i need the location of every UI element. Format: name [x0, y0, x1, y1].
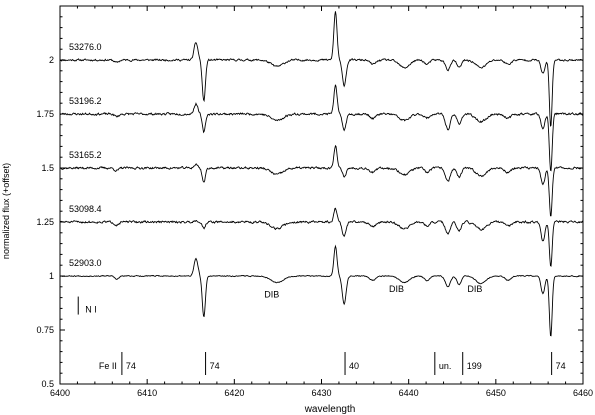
spectrum-line — [59, 11, 584, 127]
x-tick-label: 6400 — [50, 388, 70, 398]
y-tick-label: 0.5 — [41, 379, 54, 389]
line-id-label: 74 — [556, 361, 566, 371]
series-label: 52903.0 — [69, 258, 102, 268]
annotation-label: DIB — [467, 284, 482, 294]
y-tick-label: 1.75 — [36, 109, 54, 119]
annotations-group: DIB DIB DIB N I 74 Fe II 74 40 un. 199 74 — [77, 284, 566, 375]
line-id-label: 199 — [467, 361, 482, 371]
annotation-label: DIB — [389, 284, 404, 294]
y-tick-label: 0.75 — [36, 325, 54, 335]
x-tick-label: 6420 — [224, 388, 244, 398]
spectrum-line — [59, 144, 584, 217]
y-axis-label: normalized flux (+offset) — [1, 163, 11, 259]
x-tick-label: 6460 — [573, 388, 593, 398]
line-id-label: 74 — [126, 361, 136, 371]
series-group: 53276.0 53196.2 53165.2 53098.4 52903.0 — [59, 11, 584, 337]
x-tick-label: 6450 — [486, 388, 506, 398]
line-id-prefix: Fe II — [99, 361, 117, 371]
x-axis-label: wavelength — [304, 404, 356, 415]
y-tick-label: 1.25 — [36, 217, 54, 227]
annotation-label: N I — [85, 305, 97, 315]
series-label: 53098.4 — [69, 204, 102, 214]
line-id-label: 40 — [349, 361, 359, 371]
y-tick-label: 1 — [49, 271, 54, 281]
x-tick-label: 6430 — [311, 388, 331, 398]
series-label: 53165.2 — [69, 150, 102, 160]
x-tick-label: 6410 — [137, 388, 157, 398]
spectrum-line — [59, 207, 584, 267]
line-id-label: un. — [439, 361, 452, 371]
y-tick-label: 2 — [49, 55, 54, 65]
axes-group: 6400 6410 6420 6430 6440 6450 6460 0.5 0.75 1 1.25… — [36, 5, 593, 398]
spectrum-line — [59, 84, 584, 172]
series-label: 53276.0 — [69, 42, 102, 52]
spectrum-line — [59, 244, 584, 337]
annotation-label: DIB — [264, 290, 279, 300]
line-id-label: 74 — [210, 361, 220, 371]
x-tick-label: 6440 — [399, 388, 419, 398]
series-label: 53196.2 — [69, 96, 102, 106]
y-tick-label: 1.5 — [41, 163, 54, 173]
